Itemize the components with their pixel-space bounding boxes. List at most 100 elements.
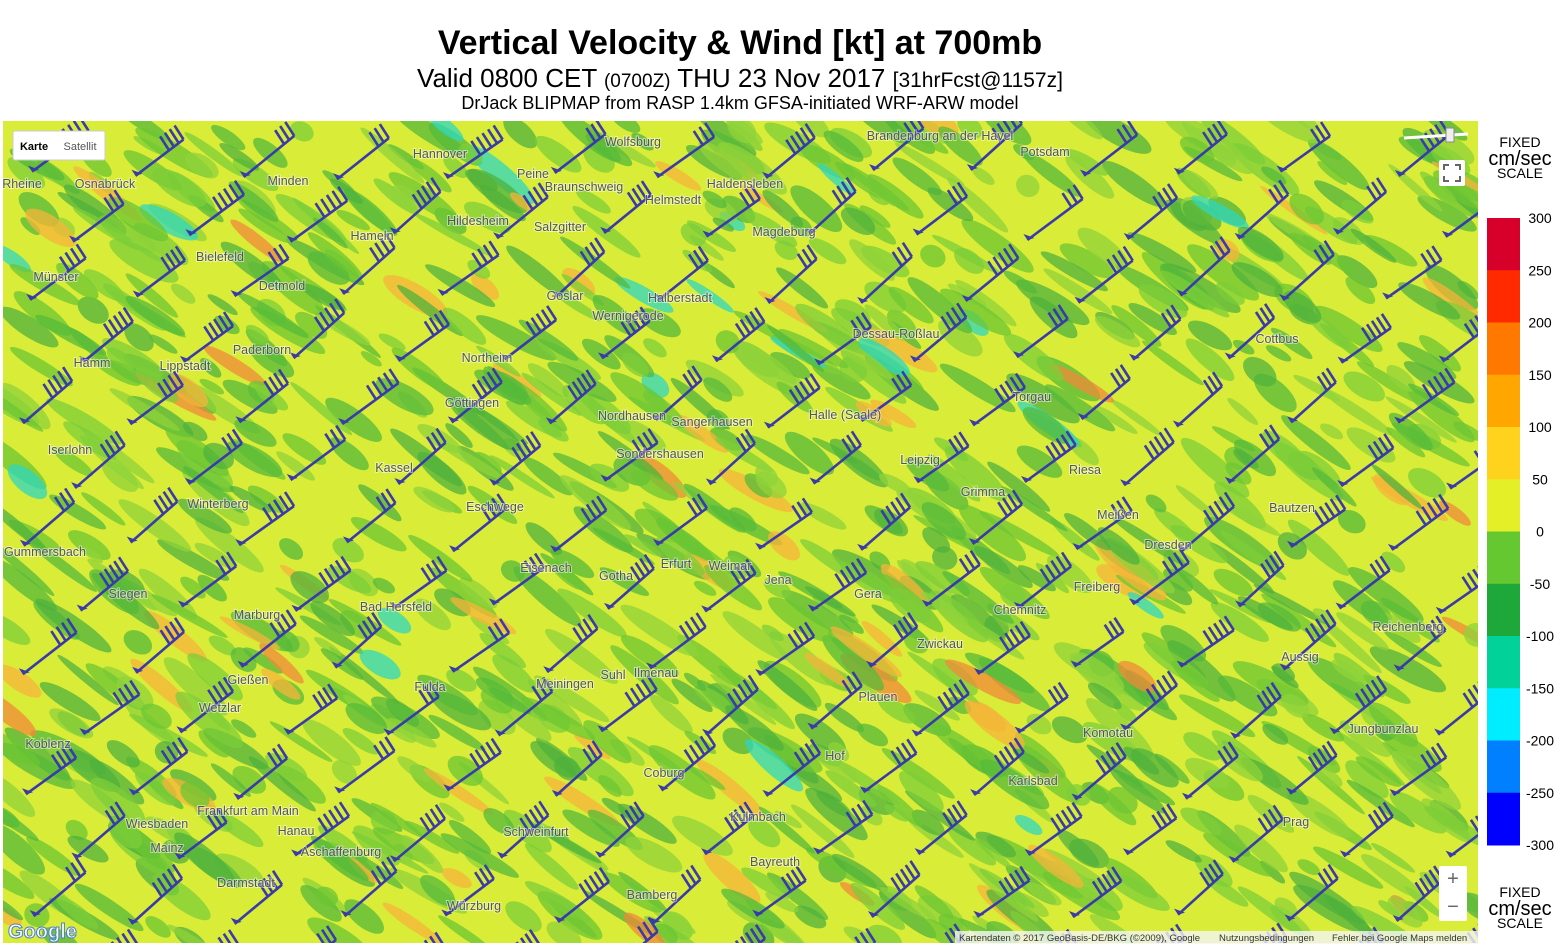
wind-barb — [1123, 670, 1179, 731]
field-blob — [505, 901, 542, 932]
field-blob — [808, 237, 847, 265]
barb-tip — [493, 232, 505, 239]
field-blob — [839, 561, 902, 603]
map-button[interactable]: Karte — [20, 141, 48, 153]
scale-band — [1487, 322, 1520, 376]
field-blob — [506, 245, 573, 301]
city-label: Erfurt — [661, 557, 692, 571]
wind-barb — [1237, 179, 1290, 240]
field-blob — [139, 204, 199, 241]
field-blob — [9, 346, 73, 387]
scale-band — [1487, 740, 1520, 794]
city-label: Sangerhausen — [671, 415, 752, 429]
wind-barb — [755, 865, 807, 917]
field-blob — [592, 295, 638, 336]
field-blob — [510, 192, 534, 212]
fullscreen-button[interactable] — [1439, 160, 1465, 186]
field-blob — [1094, 316, 1141, 348]
field-blob — [492, 654, 536, 693]
city-label: Bad Hersfeld — [360, 600, 432, 614]
field-blob — [1407, 383, 1460, 416]
barb-tip — [1337, 356, 1349, 363]
barb-tip — [132, 290, 144, 297]
wind-barb — [649, 612, 707, 670]
field-blob — [1171, 660, 1220, 702]
field-blob — [1265, 345, 1292, 362]
field-blob — [549, 560, 584, 591]
satellite-button[interactable]: Satellit — [63, 141, 96, 153]
field-blob — [117, 121, 170, 141]
wind-barb — [1554, 428, 1561, 480]
field-blob — [194, 517, 264, 573]
field-blob — [973, 546, 1033, 589]
field-blob — [388, 172, 459, 223]
field-blob — [879, 890, 937, 939]
barb-tip — [646, 662, 658, 669]
scale-tick-label: -150 — [1526, 680, 1554, 696]
opacity-slider[interactable] — [1403, 132, 1469, 140]
city-label: Iserlohn — [48, 443, 93, 457]
barb-tip — [233, 792, 245, 799]
barb-tip — [79, 355, 91, 362]
slider-handle[interactable] — [1445, 127, 1455, 143]
field-blob — [1345, 760, 1389, 799]
field-blob — [527, 679, 583, 727]
field-blob — [1262, 723, 1289, 745]
field-blob — [1237, 596, 1294, 630]
field-blob — [464, 201, 511, 234]
zoom-control — [1439, 866, 1467, 921]
wind-barb — [503, 305, 558, 361]
valid-date: THU 23 Nov 2017 — [677, 63, 886, 93]
field-blob — [425, 264, 496, 307]
field-blob — [26, 836, 81, 876]
field-blob — [1097, 527, 1140, 565]
wind-barb — [816, 799, 874, 855]
field-blob — [531, 823, 602, 864]
wind-barb — [131, 737, 189, 796]
field-blob — [436, 440, 504, 480]
barb-tip — [968, 538, 980, 545]
wind-barb — [233, 243, 290, 298]
wind-barb — [554, 121, 607, 174]
barb-tip — [29, 910, 41, 917]
terms-link[interactable]: Nutzungsbedingungen — [1219, 933, 1314, 944]
field-blob — [35, 314, 107, 356]
zoom-in[interactable]: + — [1447, 868, 1459, 890]
map-type-control[interactable]: Karte Satellit — [12, 130, 106, 161]
city-label: Jena — [764, 573, 791, 587]
field-blob — [767, 872, 829, 920]
barb-tip — [230, 917, 242, 924]
wind-barb — [758, 497, 813, 550]
field-blob — [232, 158, 279, 192]
field-blob — [620, 604, 699, 657]
google-logo[interactable]: Google — [8, 921, 78, 944]
field-blob — [804, 586, 856, 617]
barb-tip — [554, 915, 566, 922]
control-box[interactable] — [12, 130, 106, 161]
barb-tip — [814, 358, 826, 365]
field-blob — [1107, 786, 1138, 814]
field-blob — [1460, 892, 1478, 921]
barb-tip — [543, 666, 555, 673]
wind-barb — [134, 124, 185, 177]
field-blob — [1361, 854, 1423, 899]
field-blob — [135, 771, 175, 806]
barb-tip — [488, 598, 500, 605]
field-blob — [187, 653, 243, 701]
field-blob — [489, 687, 532, 715]
barb-tip — [755, 668, 767, 675]
wind-barb — [555, 237, 606, 298]
field-blob — [446, 668, 477, 692]
field-blob — [685, 359, 744, 397]
field-blob — [974, 837, 1012, 869]
field-blob — [1187, 320, 1233, 351]
city-label: Hof — [825, 749, 845, 763]
field-blob — [467, 485, 518, 525]
scale-band — [1487, 427, 1520, 480]
wind-barb — [1438, 566, 1478, 614]
barb-tip — [807, 604, 819, 611]
field-blob — [1298, 450, 1341, 487]
zoom-out[interactable]: − — [1447, 896, 1459, 918]
color-scale: FIXED cm/sec SCALE FIXED cm/sec SCALE 30… — [1487, 134, 1554, 931]
report-link[interactable]: Fehler bei Google Maps melden — [1332, 933, 1467, 944]
